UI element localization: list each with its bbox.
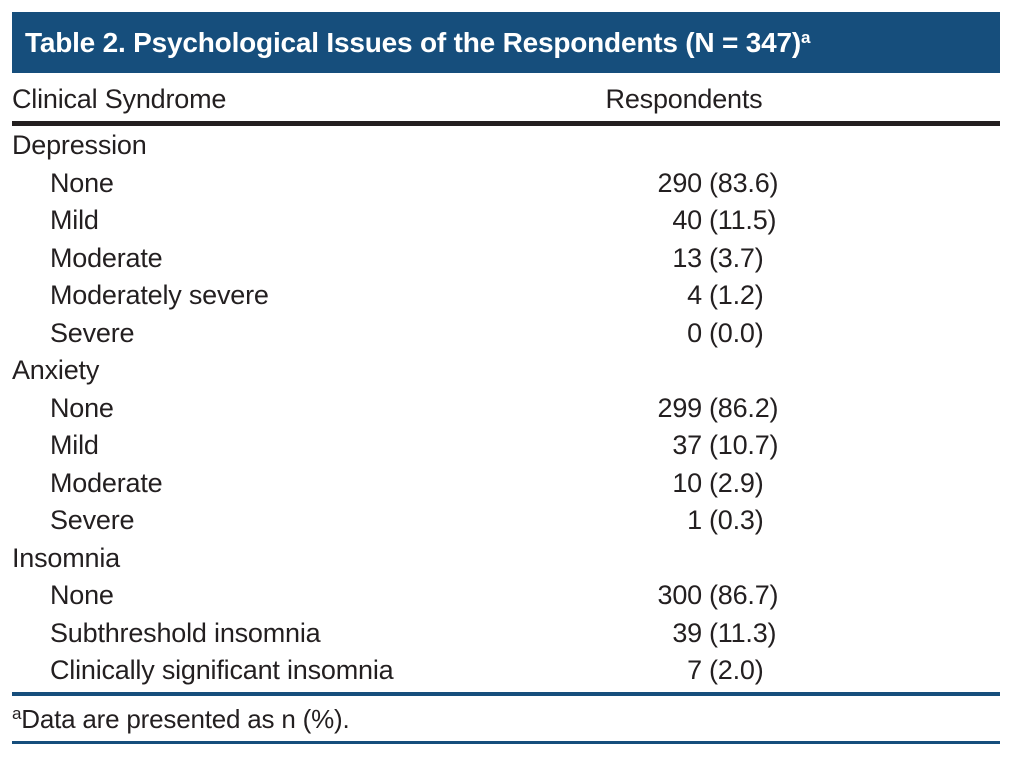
row-count: 40	[672, 205, 702, 236]
row-count: 7	[687, 655, 702, 686]
group-header-row: Anxiety	[12, 352, 1000, 390]
column-header-respondents: Respondents	[605, 84, 763, 114]
footnote-text: Data are presented as n (%).	[21, 703, 350, 734]
row-label: Clinically significant insomnia	[50, 655, 394, 686]
row-percent: (1.2)	[709, 280, 764, 311]
table-row: Moderately severe 4 (1.2)	[12, 277, 1000, 315]
column-header-row: Clinical Syndrome Respondents	[12, 84, 1000, 120]
table-row: None 300 (86.7)	[12, 577, 1000, 615]
row-label: Subthreshold insomnia	[50, 617, 321, 648]
row-count: 290	[657, 167, 703, 198]
column-header-clinical-syndrome: Clinical Syndrome	[12, 84, 227, 114]
group-header-row: Insomnia	[12, 540, 1000, 578]
bottom-rule	[12, 741, 1000, 744]
group-label: Insomnia	[12, 542, 120, 573]
table-row: Severe 0 (0.0)	[12, 315, 1000, 353]
row-percent: (11.5)	[709, 205, 777, 236]
row-count: 10	[672, 467, 702, 498]
row-label: Mild	[50, 430, 99, 461]
table-row: Severe 1 (0.3)	[12, 502, 1000, 540]
row-value: 299 (86.2)	[552, 390, 779, 428]
table-body: Depression None 290 (83.6) Mild 40 (11.5…	[12, 127, 1000, 690]
table-title-bar: Table 2. Psychological Issues of the Res…	[12, 12, 1000, 73]
row-count: 299	[657, 392, 703, 423]
row-count: 0	[687, 317, 702, 348]
row-percent: (2.9)	[709, 467, 764, 498]
row-percent: (86.7)	[709, 580, 779, 611]
row-label: None	[50, 580, 114, 611]
row-percent: (86.2)	[709, 392, 779, 423]
row-percent: (3.7)	[709, 242, 764, 273]
row-label: Severe	[50, 317, 135, 348]
row-label: None	[50, 167, 114, 198]
row-percent: (0.0)	[709, 317, 764, 348]
row-count: 300	[657, 580, 703, 611]
footnote-superscript: a	[12, 704, 22, 723]
row-value: 300 (86.7)	[552, 577, 779, 615]
row-value: 40 (11.5)	[552, 202, 776, 240]
table-title: Table 2. Psychological Issues of the Res…	[25, 27, 801, 58]
row-value: 10 (2.9)	[552, 465, 764, 503]
row-value: 39 (11.3)	[552, 615, 776, 653]
row-percent: (10.7)	[709, 430, 779, 461]
table-title-superscript: a	[801, 27, 811, 47]
row-label: None	[50, 392, 114, 423]
footnote: aData are presented as n (%).	[12, 698, 1000, 740]
row-label: Moderate	[50, 467, 163, 498]
row-value: 13 (3.7)	[552, 240, 764, 278]
table-row: Subthreshold insomnia 39 (11.3)	[12, 615, 1000, 653]
table-row: None 290 (83.6)	[12, 165, 1000, 203]
row-percent: (0.3)	[709, 505, 764, 536]
row-percent: (83.6)	[709, 167, 779, 198]
row-value: 1 (0.3)	[552, 502, 764, 540]
row-value: 4 (1.2)	[552, 277, 764, 315]
row-count: 37	[672, 430, 702, 461]
row-count: 4	[687, 280, 702, 311]
row-value: 37 (10.7)	[552, 427, 778, 465]
table-row: Moderate 13 (3.7)	[12, 240, 1000, 278]
row-percent: (11.3)	[709, 617, 777, 648]
row-count: 39	[672, 617, 702, 648]
footnote-line: aData are presented as n (%).	[12, 704, 350, 735]
table-row: Clinically significant insomnia 7 (2.0)	[12, 652, 1000, 690]
row-count: 13	[672, 242, 702, 273]
group-label: Anxiety	[12, 355, 100, 386]
row-count: 1	[687, 505, 702, 536]
table-row: None 299 (86.2)	[12, 390, 1000, 428]
row-label: Moderate	[50, 242, 163, 273]
row-value: 290 (83.6)	[552, 165, 779, 203]
group-header-row: Depression	[12, 127, 1000, 165]
row-label: Severe	[50, 505, 135, 536]
row-label: Mild	[50, 205, 99, 236]
group-label: Depression	[12, 130, 147, 161]
row-value: 0 (0.0)	[552, 315, 764, 353]
row-value: 7 (2.0)	[552, 652, 764, 690]
row-percent: (2.0)	[709, 655, 764, 686]
footnote-top-rule	[12, 692, 1000, 696]
row-label: Moderately severe	[50, 280, 269, 311]
table-row: Mild 40 (11.5)	[12, 202, 1000, 240]
table-row: Mild 37 (10.7)	[12, 427, 1000, 465]
table-row: Moderate 10 (2.9)	[12, 465, 1000, 503]
header-rule	[12, 121, 1000, 126]
